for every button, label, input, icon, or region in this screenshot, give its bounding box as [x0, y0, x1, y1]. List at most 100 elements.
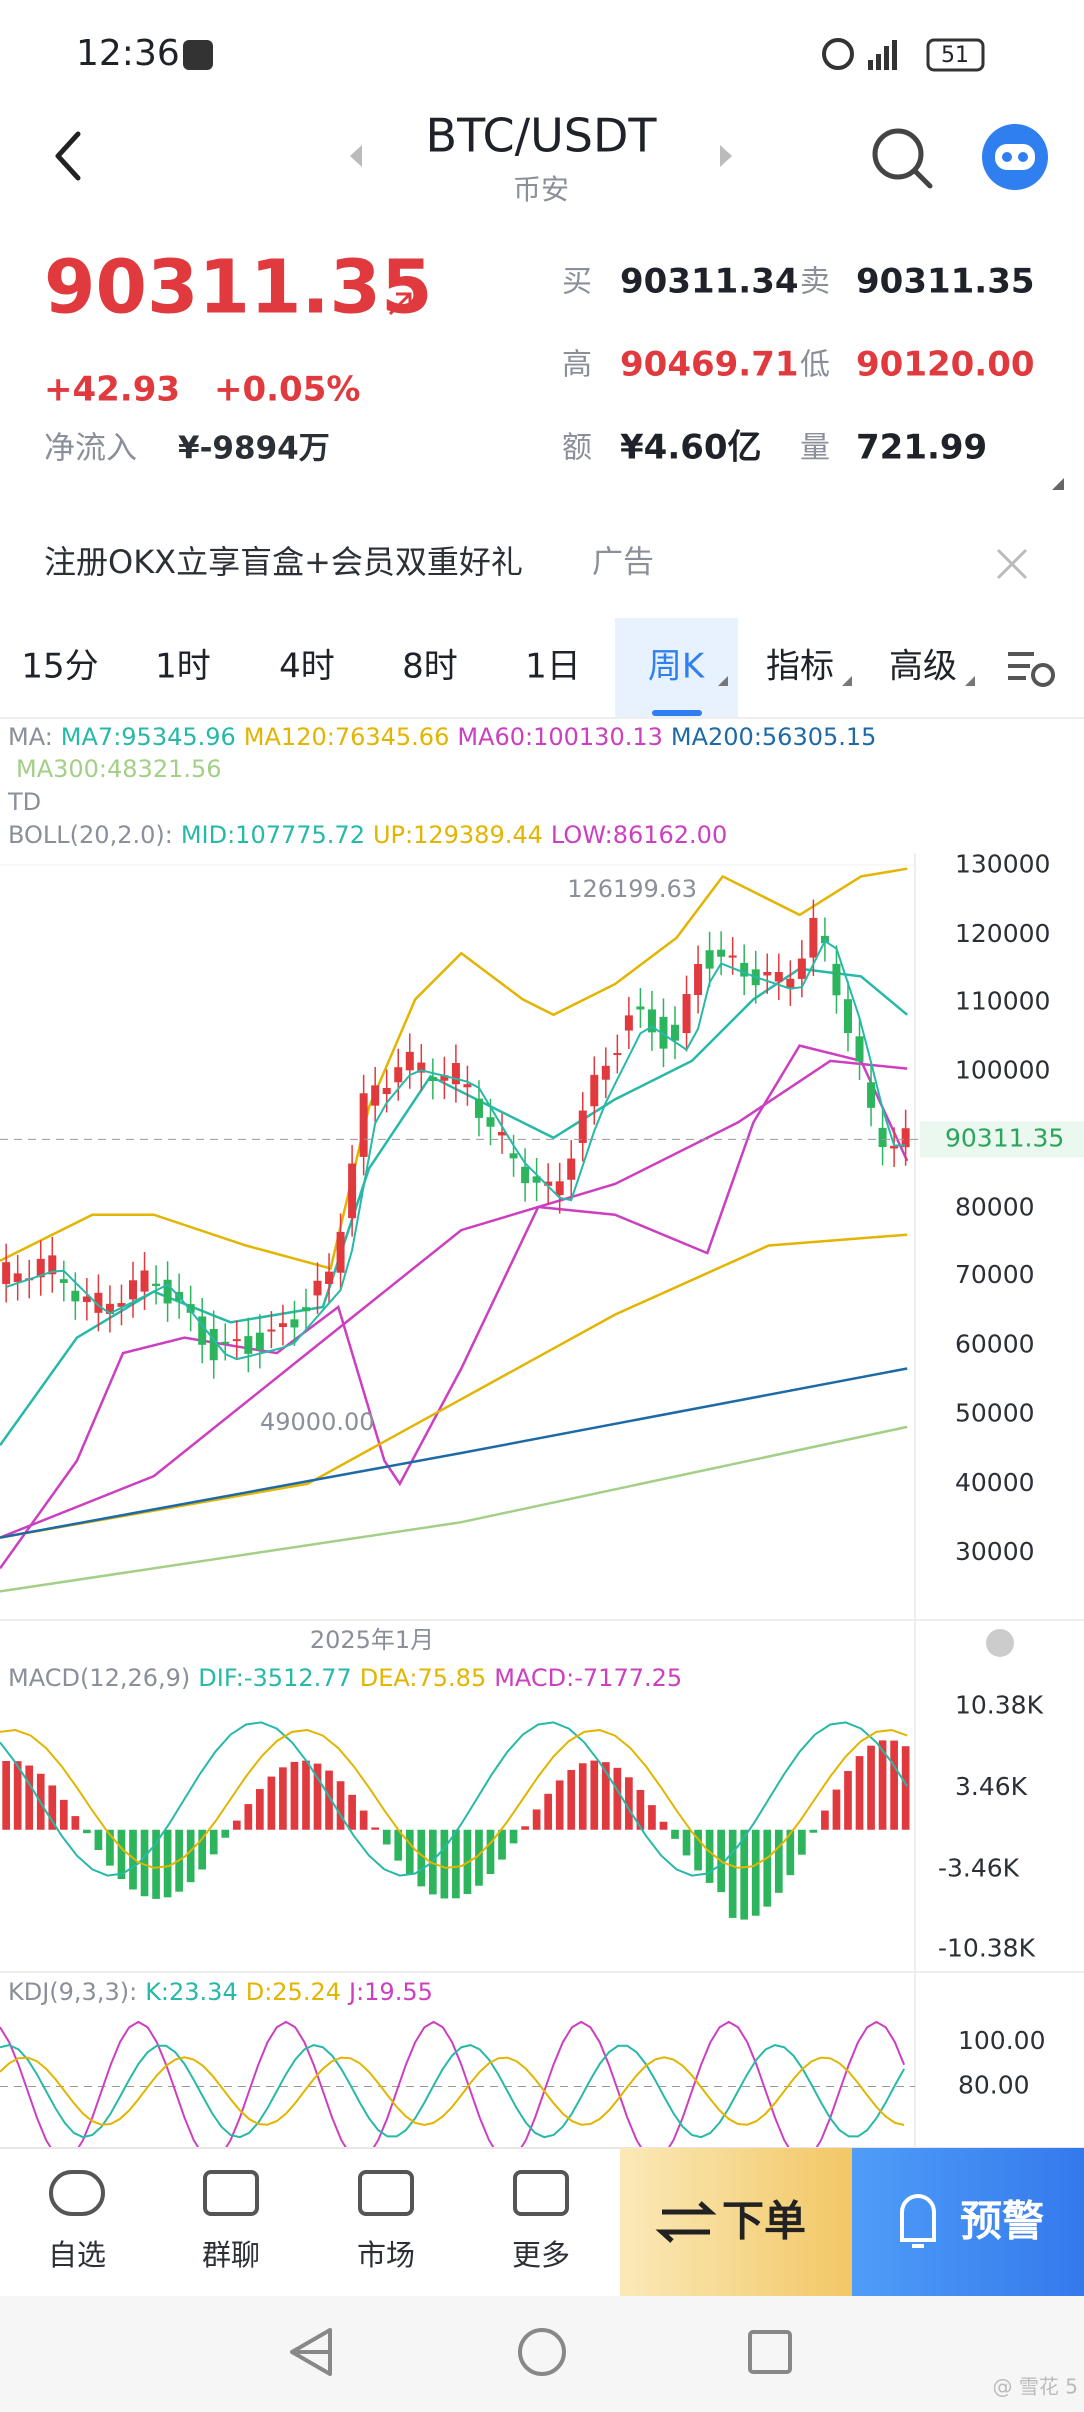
candle-body	[371, 1085, 380, 1106]
kline-chart[interactable]	[0, 867, 910, 1593]
macd-bar	[855, 1756, 864, 1830]
next-pair[interactable]	[720, 145, 732, 167]
macd-bar	[221, 1829, 230, 1838]
ad-close[interactable]	[996, 548, 1028, 580]
price-tick-label: 120000	[955, 919, 1050, 948]
boll-up	[0, 867, 908, 1271]
candle-body	[278, 1323, 287, 1328]
macd-bar	[648, 1805, 656, 1830]
legend-item: MA120:76345.66	[244, 723, 450, 751]
tabs: 15分 1时 4时 8时 1日 周K 指标 高级	[21, 647, 975, 687]
macd-bar	[59, 1799, 68, 1830]
macd-bar	[821, 1810, 829, 1830]
legend-item: J:19.55	[347, 1978, 433, 2006]
candle-body	[163, 1279, 172, 1304]
macd-bar	[705, 1829, 714, 1883]
prev-pair[interactable]	[350, 145, 362, 167]
candle-body	[878, 1127, 887, 1147]
candle-body	[463, 1084, 472, 1088]
macd-bar	[186, 1829, 195, 1883]
candle-body	[509, 1153, 518, 1159]
stat-value: 90311.34	[620, 262, 799, 302]
ma60	[0, 1059, 908, 1539]
chart-settings[interactable]	[1008, 652, 1055, 687]
nav-label[interactable]: 群聊	[202, 2238, 260, 2272]
timeframe-tab[interactable]: 8时	[402, 647, 458, 687]
nav-label[interactable]: 自选	[48, 2238, 106, 2272]
tab-indicator	[652, 710, 702, 716]
ad-text[interactable]: 注册OKX立享盲盒+会员双重好礼	[44, 543, 523, 581]
kdj-chart: 100.00 80.00	[0, 2020, 1045, 2162]
candle-body	[717, 949, 726, 957]
macd-bar	[267, 1776, 276, 1830]
timeframe-tab[interactable]: 15分	[21, 647, 98, 687]
candle-body	[532, 1176, 541, 1183]
change-pct: +0.05%	[214, 370, 360, 410]
candle-body	[348, 1163, 357, 1219]
candle-body	[209, 1329, 218, 1361]
price-tick-label: 50000	[955, 1399, 1035, 1428]
back-button[interactable]	[55, 131, 81, 181]
macd-bar	[590, 1760, 599, 1830]
macd-bar	[544, 1793, 552, 1830]
legend-item: DEA:75.85	[360, 1664, 486, 1692]
timeframe-tab[interactable]: 1日	[525, 647, 581, 687]
candle-body	[659, 1016, 668, 1049]
sys-back[interactable]	[290, 2328, 332, 2376]
macd-bar	[878, 1740, 887, 1830]
candle-body	[498, 1132, 507, 1136]
timeframe-tab[interactable]: 周K	[648, 647, 706, 687]
ma200	[0, 1367, 908, 1539]
assistant-button[interactable]	[982, 124, 1048, 190]
order-button[interactable]	[620, 2148, 852, 2296]
nav-label[interactable]: 更多	[512, 2238, 570, 2272]
candle-body	[613, 1053, 622, 1056]
candle-body	[221, 1341, 230, 1344]
timeframe-tab[interactable]: 1时	[155, 647, 211, 687]
order-label[interactable]: 下单	[722, 2197, 806, 2246]
legend-item: D:25.24	[246, 1978, 341, 2006]
candle-body	[647, 1009, 656, 1033]
legend-item: DIF:-3512.77	[198, 1664, 352, 1692]
macd-bar	[475, 1829, 483, 1886]
macd-bar	[809, 1829, 818, 1833]
timeframe-tab[interactable]: 高级	[889, 647, 957, 687]
status-time: 12:36	[76, 33, 180, 74]
macd-bar	[578, 1763, 587, 1830]
ma7	[5, 939, 906, 1361]
candle-body	[440, 1075, 449, 1081]
dea	[0, 1728, 908, 1869]
reset-button[interactable]	[986, 1629, 1014, 1657]
stat-label: 高	[562, 348, 592, 383]
macd-tick-label: -3.46K	[938, 1854, 1020, 1883]
candle-body	[382, 1087, 391, 1095]
candle-body	[232, 1339, 241, 1342]
alert-button[interactable]	[852, 2148, 1084, 2296]
nav-label[interactable]: 市场	[357, 2238, 415, 2272]
macd-bar	[682, 1829, 691, 1856]
legend-item: MA300:48321.56	[16, 755, 222, 783]
nav-icon	[203, 2170, 259, 2216]
candle-body	[198, 1316, 207, 1345]
stat-value: 90469.71	[620, 345, 799, 385]
candle-body	[521, 1166, 530, 1184]
search-button[interactable]	[872, 128, 933, 189]
timeframe-tab[interactable]: 指标	[766, 647, 834, 687]
timeframe-tab[interactable]: 4时	[279, 647, 335, 687]
candle-body	[48, 1255, 57, 1275]
legend-item: MA200:56305.15	[671, 723, 877, 751]
price-tick-label: 40000	[955, 1468, 1035, 1497]
candle-body	[186, 1304, 195, 1313]
sys-home[interactable]	[518, 2328, 566, 2376]
candle-body	[867, 1082, 876, 1108]
macd-bar	[244, 1804, 253, 1830]
high-marker: 126199.63	[567, 875, 697, 903]
stat-label: 卖	[800, 265, 830, 300]
alert-label[interactable]: 预警	[960, 2197, 1044, 2246]
sys-recent[interactable]	[748, 2330, 792, 2374]
macd-bar	[452, 1829, 460, 1899]
ma-legend: MA: MA7:95345.96 MA120:76345.66 MA60:100130…	[8, 723, 876, 751]
macd-bar	[867, 1745, 875, 1830]
boll-low	[0, 1044, 909, 1570]
candle-body	[763, 971, 772, 976]
